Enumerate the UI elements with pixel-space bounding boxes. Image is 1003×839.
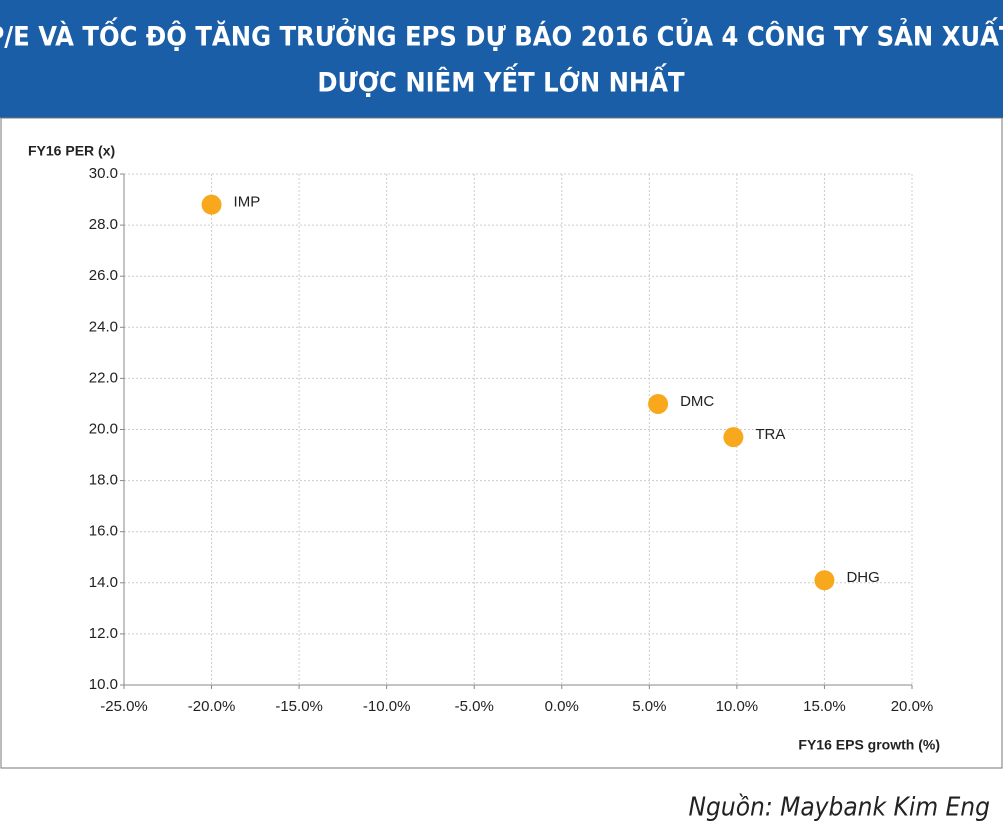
x-axis-label: FY16 EPS growth (%) <box>798 737 940 753</box>
y-tick-label: 22.0 <box>89 369 118 386</box>
y-tick-label: 18.0 <box>89 472 118 489</box>
y-tick-label: 26.0 <box>89 267 118 284</box>
x-tick-label: -5.0% <box>455 698 494 715</box>
y-tick-label: 20.0 <box>89 420 118 437</box>
scatter-point <box>648 393 669 414</box>
y-tick-label: 10.0 <box>89 676 118 693</box>
x-tick-label: -15.0% <box>275 698 323 715</box>
chart-title: DƯỢC NIÊM YẾT LỚN NHẤT <box>317 63 685 99</box>
y-tick-label: 30.0 <box>89 165 118 182</box>
y-tick-label: 12.0 <box>89 625 118 642</box>
point-label: TRA <box>755 426 785 443</box>
x-tick-label: 20.0% <box>891 698 934 715</box>
point-label: IMP <box>234 194 261 211</box>
source-note: Nguồn: Maybank Kim Eng <box>689 793 990 823</box>
scatter-point <box>723 427 744 448</box>
y-tick-label: 28.0 <box>89 216 118 233</box>
y-axis-label: FY16 PER (x) <box>28 143 115 159</box>
y-tick-label: 16.0 <box>89 523 118 540</box>
x-tick-label: -20.0% <box>188 698 236 715</box>
scatter-point <box>814 570 835 591</box>
x-tick-label: 0.0% <box>545 698 579 715</box>
chart-frame <box>0 117 1003 769</box>
point-label: DHG <box>846 569 879 586</box>
x-tick-label: 5.0% <box>632 698 666 715</box>
x-tick-label: -10.0% <box>363 698 411 715</box>
chart-title: P/E VÀ TỐC ĐỘ TĂNG TRƯỞNG EPS DỰ BÁO 201… <box>0 17 1003 53</box>
scatter-point <box>201 194 222 215</box>
point-label: DMC <box>680 393 714 410</box>
x-tick-label: 15.0% <box>803 698 846 715</box>
header-band <box>0 0 1003 118</box>
x-tick-label: -25.0% <box>100 698 148 715</box>
y-tick-label: 24.0 <box>89 318 118 335</box>
x-tick-label: 10.0% <box>716 698 759 715</box>
y-tick-label: 14.0 <box>89 574 118 591</box>
